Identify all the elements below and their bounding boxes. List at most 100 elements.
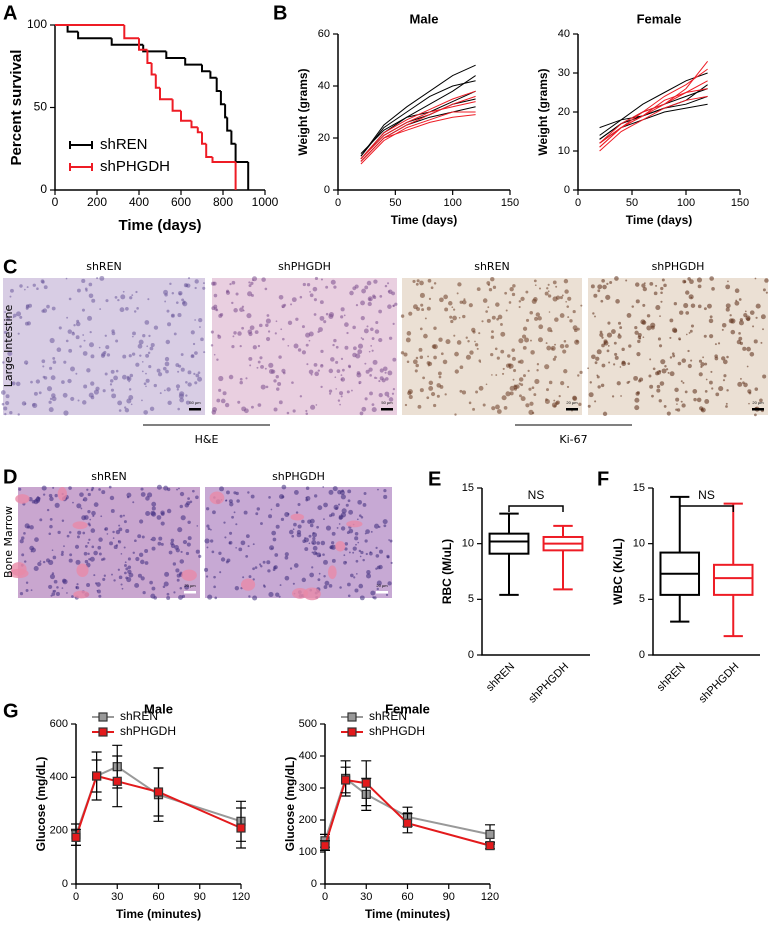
micrograph-texture (443, 294, 448, 300)
micrograph-texture (340, 307, 345, 312)
micrograph-texture (533, 393, 537, 397)
micrograph-texture (278, 595, 281, 598)
micrograph-texture (176, 488, 178, 491)
micrograph-texture (146, 345, 149, 348)
micrograph-texture (293, 563, 299, 568)
micrograph-texture (98, 552, 102, 556)
micrograph-texture (563, 278, 569, 284)
micrograph-texture (345, 503, 349, 507)
x-tick-label: 120 (232, 891, 250, 903)
micrograph-texture (687, 277, 691, 281)
micrograph-texture (39, 560, 42, 563)
micrograph-texture (551, 402, 558, 408)
micrograph-texture (469, 350, 474, 355)
micrograph-texture (728, 318, 734, 324)
micrograph-texture (363, 492, 367, 495)
micrograph-texture (48, 493, 53, 498)
micrograph-texture (110, 388, 115, 392)
micrograph-texture (681, 403, 686, 408)
micrograph-texture (476, 347, 479, 350)
micrograph-texture (375, 554, 380, 558)
micrograph-texture (63, 360, 67, 364)
micrograph-texture (354, 588, 359, 593)
micrograph-texture (142, 591, 146, 595)
micrograph-texture (131, 294, 134, 297)
micrograph-texture (419, 280, 424, 286)
micrograph-texture (722, 359, 728, 365)
x-tick-label: 30 (360, 891, 372, 903)
micrograph-texture (68, 348, 73, 353)
x-tick-label: shPHGDH (697, 661, 742, 706)
micrograph-texture (546, 287, 549, 290)
micrograph-texture (124, 408, 130, 413)
micrograph-texture (124, 563, 127, 567)
micrograph-texture (323, 502, 328, 508)
micrograph-texture (104, 372, 108, 376)
micrograph-texture (685, 311, 690, 315)
micrograph-texture (631, 305, 635, 308)
x-tick-label: 30 (111, 891, 123, 903)
micrograph (212, 278, 397, 415)
micrograph-texture (98, 537, 103, 542)
micrograph-texture (128, 380, 130, 383)
micrograph-texture (504, 291, 508, 295)
micrograph-texture (61, 550, 64, 554)
lower-whisker (553, 550, 573, 591)
micrograph-texture (197, 371, 201, 375)
micrograph-texture (519, 394, 522, 398)
micrograph-texture (61, 380, 65, 384)
y-tick-label: 100 (299, 846, 317, 858)
micrograph-texture (474, 343, 479, 347)
micrograph-texture (233, 331, 237, 335)
micrograph-texture (240, 540, 246, 546)
x-tick-label: 400 (129, 195, 149, 209)
micrograph-texture (400, 314, 405, 318)
x-tick-label: 60 (401, 891, 413, 903)
micrograph-texture (333, 285, 337, 289)
micrograph-texture (376, 580, 382, 586)
micrograph-texture (292, 528, 295, 531)
micrograph-texture (212, 510, 216, 515)
micrograph-texture (360, 316, 365, 321)
micrograph-texture (131, 335, 134, 338)
micrograph-texture (207, 527, 211, 531)
micrograph-texture (177, 527, 183, 533)
micrograph-texture (431, 344, 437, 349)
micrograph-texture (105, 299, 109, 303)
x-tick-label: 60 (152, 891, 164, 903)
micrograph-texture (229, 502, 234, 507)
micrograph-texture (100, 353, 106, 358)
micrograph-texture (725, 402, 728, 405)
micrograph-texture (284, 555, 289, 560)
y-tick-label: 200 (299, 814, 317, 826)
micrograph-texture (160, 512, 165, 516)
micrograph-texture (534, 284, 537, 287)
micrograph-texture (216, 358, 219, 361)
micrograph-texture (48, 407, 54, 413)
stain-label: H&E (195, 433, 219, 446)
micrograph-texture (151, 546, 156, 551)
micrograph-texture (536, 363, 540, 366)
legend-label: shPHGDH (100, 158, 170, 175)
micrograph-texture (705, 378, 708, 381)
micrograph-texture (182, 301, 186, 305)
micrograph-texture (427, 278, 432, 283)
micrograph-texture (679, 310, 684, 315)
micrograph-texture (525, 290, 529, 294)
micrograph-texture (150, 343, 155, 348)
micrograph-texture (235, 523, 238, 526)
y-tick-label: 0 (468, 649, 474, 661)
micrograph-texture (358, 549, 362, 553)
survival-step (171, 99, 181, 112)
y-tick-label: 10 (633, 538, 645, 550)
micrograph-texture (481, 320, 484, 323)
micrograph-texture (148, 365, 152, 369)
micrograph-texture (24, 321, 29, 326)
weight-line (599, 72, 708, 136)
micrograph-texture (468, 401, 472, 405)
micrograph-texture (578, 402, 582, 407)
micrograph-texture (727, 280, 729, 283)
micrograph-texture (177, 407, 180, 411)
micrograph-texture (164, 361, 170, 367)
